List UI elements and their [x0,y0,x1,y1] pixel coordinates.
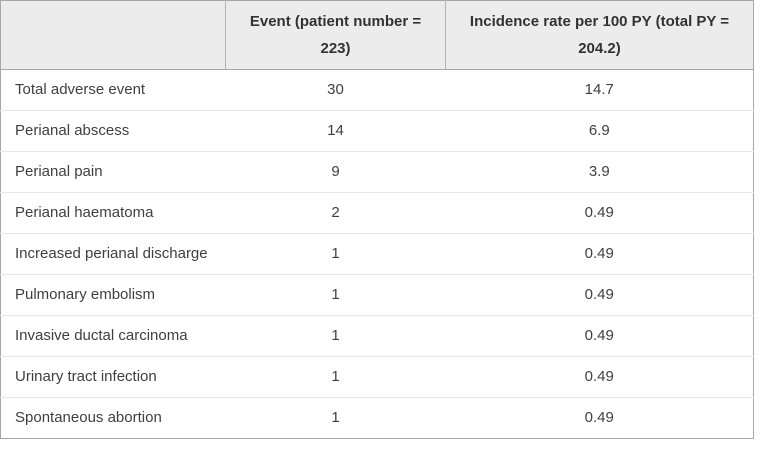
table-body: Total adverse event 30 14.7 Perianal abs… [0,69,754,439]
event-name-cell: Perianal pain [0,151,226,193]
event-count-cell: 14 [225,110,446,152]
incidence-rate-cell: 6.9 [445,110,754,152]
table-header: Event (patient number = 223) Incidence r… [0,0,754,70]
incidence-rate-cell: 0.49 [445,397,754,439]
table-row: Spontaneous abortion 1 0.49 [0,397,754,439]
incidence-rate-cell: 0.49 [445,356,754,398]
incidence-rate-cell: 0.49 [445,274,754,316]
event-name-cell: Spontaneous abortion [0,397,226,439]
incidence-rate-cell: 0.49 [445,192,754,234]
adverse-events-table-container: Event (patient number = 223) Incidence r… [0,0,754,439]
header-row: Event (patient number = 223) Incidence r… [0,0,754,70]
header-cell-event-count: Event (patient number = 223) [225,0,446,70]
event-count-cell: 9 [225,151,446,193]
event-count-cell: 1 [225,397,446,439]
incidence-rate-cell: 14.7 [445,69,754,111]
incidence-rate-cell: 3.9 [445,151,754,193]
table-row: Pulmonary embolism 1 0.49 [0,274,754,316]
event-count-cell: 1 [225,274,446,316]
event-count-cell: 30 [225,69,446,111]
event-name-cell: Perianal haematoma [0,192,226,234]
table-row: Perianal haematoma 2 0.49 [0,192,754,234]
incidence-rate-cell: 0.49 [445,233,754,275]
event-name-cell: Increased perianal discharge [0,233,226,275]
table-row: Perianal abscess 14 6.9 [0,110,754,152]
event-count-cell: 1 [225,315,446,357]
event-name-cell: Perianal abscess [0,110,226,152]
adverse-events-table: Event (patient number = 223) Incidence r… [0,0,754,439]
table-row: Total adverse event 30 14.7 [0,69,754,111]
event-name-cell: Pulmonary embolism [0,274,226,316]
event-count-cell: 2 [225,192,446,234]
event-name-cell: Urinary tract infection [0,356,226,398]
incidence-rate-cell: 0.49 [445,315,754,357]
event-name-cell: Invasive ductal carcinoma [0,315,226,357]
event-count-cell: 1 [225,356,446,398]
table-row: Perianal pain 9 3.9 [0,151,754,193]
table-row: Invasive ductal carcinoma 1 0.49 [0,315,754,357]
event-name-cell: Total adverse event [0,69,226,111]
table-row: Increased perianal discharge 1 0.49 [0,233,754,275]
header-cell-incidence-rate: Incidence rate per 100 PY (total PY = 20… [445,0,754,70]
table-row: Urinary tract infection 1 0.49 [0,356,754,398]
event-count-cell: 1 [225,233,446,275]
header-cell-blank [0,0,226,70]
